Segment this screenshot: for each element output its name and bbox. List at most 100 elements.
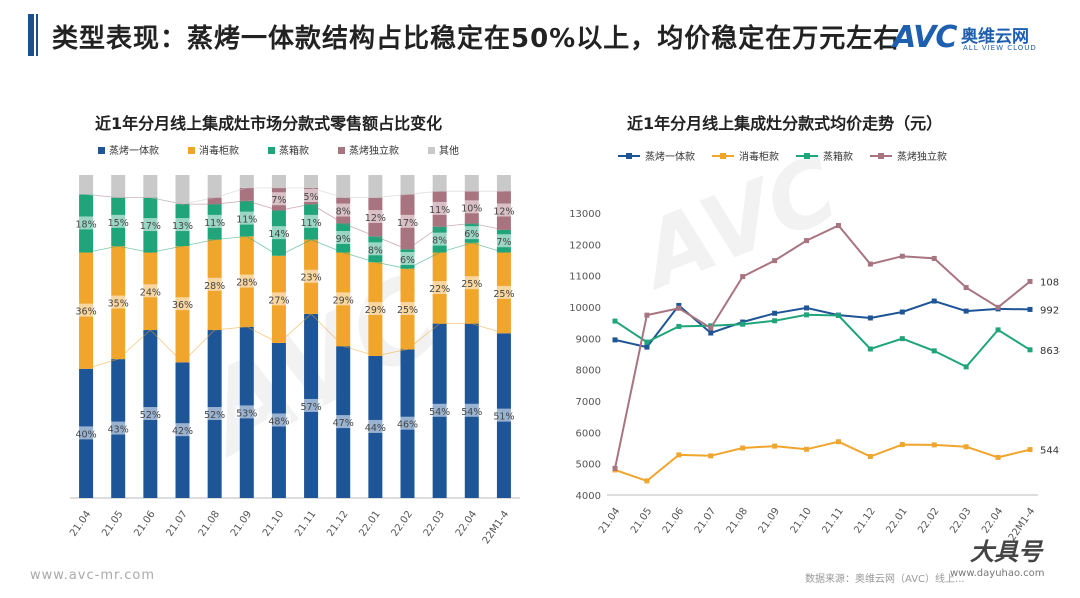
point-0-10 bbox=[931, 298, 937, 304]
y-tick-label-2: 6000 bbox=[576, 428, 601, 439]
legend-swatch-1 bbox=[188, 147, 195, 154]
data-label-0-11: 54% bbox=[429, 407, 450, 418]
legend-label-line-0: 蒸烤一体款 bbox=[645, 150, 695, 163]
data-label-bg-2-6 bbox=[266, 226, 291, 240]
data-label-bg-3-11 bbox=[427, 201, 452, 215]
x-tick-label-0: 21.04 bbox=[68, 509, 93, 539]
point-2-7 bbox=[835, 312, 841, 318]
data-label-0-10: 46% bbox=[397, 420, 418, 431]
point-3-13 bbox=[1027, 278, 1033, 284]
bar-segment-4-10 bbox=[400, 175, 415, 195]
point-1-10 bbox=[931, 442, 937, 448]
data-label-bg-1-5 bbox=[234, 274, 259, 288]
data-label-bg-0-8 bbox=[331, 415, 356, 429]
point-1-8 bbox=[867, 453, 873, 459]
point-1-11 bbox=[963, 444, 969, 450]
legend-label-2: 蒸箱款 bbox=[279, 144, 309, 157]
data-label-1-3: 36% bbox=[172, 300, 193, 311]
data-label-bg-0-5 bbox=[234, 405, 259, 419]
data-label-bg-3-7 bbox=[299, 188, 324, 202]
y-tick-label-0: 4000 bbox=[576, 491, 601, 502]
point-1-4 bbox=[740, 445, 746, 451]
point-0-1 bbox=[644, 344, 650, 350]
x-tick-label-right-4: 21.08 bbox=[725, 506, 750, 536]
data-label-0-13: 51% bbox=[493, 412, 514, 423]
data-label-bg-3-6 bbox=[266, 192, 291, 206]
data-label-bg-2-7 bbox=[299, 214, 324, 228]
x-tick-label-9: 22.01 bbox=[357, 509, 382, 539]
data-label-1-2: 24% bbox=[140, 287, 161, 298]
logo-avc-text: AVC bbox=[893, 20, 957, 55]
data-label-bg-1-6 bbox=[266, 292, 291, 306]
data-label-1-5: 28% bbox=[236, 278, 257, 289]
point-3-3 bbox=[708, 325, 714, 331]
data-label-bg-0-9 bbox=[363, 419, 388, 433]
point-1-12 bbox=[995, 454, 1001, 460]
bar-segment-4-1 bbox=[111, 175, 126, 198]
data-label-2-2: 17% bbox=[140, 221, 161, 232]
point-2-10 bbox=[931, 348, 937, 354]
y-tick-label-6: 10000 bbox=[569, 303, 601, 314]
data-label-bg-1-9 bbox=[363, 302, 388, 316]
x-tick-label-right-2: 21.06 bbox=[661, 506, 686, 536]
data-label-1-12: 25% bbox=[461, 279, 482, 290]
x-tick-label-3: 21.07 bbox=[165, 509, 190, 539]
x-tick-label-7: 21.11 bbox=[293, 509, 318, 539]
y-tick-label-8: 12000 bbox=[569, 240, 601, 251]
data-label-0-5: 53% bbox=[236, 408, 257, 419]
data-label-2-7: 11% bbox=[301, 218, 322, 229]
y-tick-label-1: 5000 bbox=[576, 460, 601, 471]
data-label-bg-1-3 bbox=[170, 297, 195, 311]
data-label-bg-0-13 bbox=[491, 408, 516, 422]
y-tick-label-4: 8000 bbox=[576, 366, 601, 377]
bar-segment-4-13 bbox=[496, 175, 511, 192]
x-tick-label-right-7: 21.11 bbox=[820, 506, 845, 536]
data-label-0-7: 57% bbox=[301, 402, 322, 413]
stacked-bar-chart: 蒸烤一体款 消毒柜款 蒸箱款 蒸烤独立款 其他 40% 36% 18% 21.04 43% 35% 1… bbox=[68, 144, 520, 546]
bar-segment-4-12 bbox=[464, 175, 479, 192]
y-tick-label-7: 11000 bbox=[569, 272, 601, 283]
data-label-bg-0-4 bbox=[202, 407, 227, 421]
point-3-12 bbox=[995, 304, 1001, 310]
data-label-1-0: 36% bbox=[76, 307, 97, 318]
data-label-bg-0-2 bbox=[138, 407, 163, 421]
point-0-6 bbox=[804, 305, 810, 311]
x-tick-label-right-8: 21.12 bbox=[852, 506, 877, 536]
point-2-8 bbox=[867, 346, 873, 352]
data-label-0-12: 54% bbox=[461, 407, 482, 418]
data-label-3-12: 10% bbox=[461, 203, 482, 214]
point-1-9 bbox=[899, 442, 905, 448]
x-tick-label-right-5: 21.09 bbox=[757, 506, 782, 536]
legend-swatch-0 bbox=[98, 147, 105, 154]
legend-label-line-2: 蒸箱款 bbox=[823, 150, 853, 163]
point-3-0 bbox=[612, 465, 618, 471]
data-label-bg-2-2 bbox=[138, 218, 163, 232]
x-tick-label-right-0: 21.04 bbox=[597, 506, 622, 536]
data-label-bg-1-10 bbox=[395, 302, 420, 316]
bar-segment-4-6 bbox=[271, 175, 286, 188]
data-label-1-10: 25% bbox=[397, 305, 418, 316]
x-tick-label-1: 21.05 bbox=[100, 509, 125, 539]
point-2-9 bbox=[899, 336, 905, 342]
data-label-bg-2-5 bbox=[234, 211, 259, 225]
x-tick-label-10: 22.02 bbox=[390, 509, 415, 539]
data-label-bg-1-11 bbox=[427, 281, 452, 295]
point-0-9 bbox=[899, 309, 905, 315]
data-label-bg-2-3 bbox=[170, 218, 195, 232]
point-0-2 bbox=[676, 302, 682, 308]
data-label-bg-1-12 bbox=[459, 276, 484, 290]
x-tick-label-2: 21.06 bbox=[132, 509, 157, 539]
data-label-0-0: 40% bbox=[76, 429, 97, 440]
legend-label-3: 蒸烤独立款 bbox=[349, 144, 399, 157]
data-label-bg-2-13 bbox=[491, 234, 516, 248]
point-2-4 bbox=[740, 321, 746, 327]
point-2-11 bbox=[963, 364, 969, 370]
point-1-5 bbox=[772, 443, 778, 449]
point-0-3 bbox=[708, 330, 714, 336]
x-tick-label-8: 21.12 bbox=[325, 509, 350, 539]
data-label-3-9: 12% bbox=[365, 213, 386, 224]
data-label-bg-0-11 bbox=[427, 403, 452, 417]
data-label-2-0: 18% bbox=[76, 219, 97, 230]
data-label-bg-3-13 bbox=[491, 203, 516, 217]
data-label-2-12: 6% bbox=[464, 229, 479, 240]
